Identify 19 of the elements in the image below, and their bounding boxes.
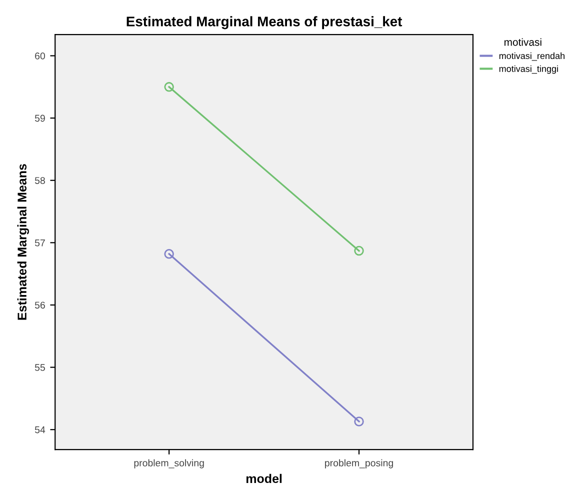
point <box>164 249 174 259</box>
point <box>164 82 174 92</box>
legend-label: motivasi_rendah <box>499 52 564 61</box>
y-tick-label: 54 <box>34 426 46 434</box>
y-tick-label: 59 <box>34 114 45 122</box>
y-tick-label: 56 <box>34 302 45 309</box>
legend-label: motivasi_tinggi <box>499 65 558 74</box>
point <box>354 246 364 256</box>
y-tick-label: 55 <box>34 364 45 371</box>
x-axis-title: model <box>246 474 282 484</box>
legend-title: motivasi <box>504 38 542 46</box>
point <box>354 416 364 426</box>
y-axis-title: Estimated Marginal Means <box>17 164 30 320</box>
y-tick-label: 58 <box>34 177 45 184</box>
y-tick-label: 60 <box>35 52 46 60</box>
y-tick-label: 57 <box>34 240 45 246</box>
chart-title: Estimated Marginal Means of prestasi_ket <box>126 16 402 30</box>
x-tick-label: problem_posing <box>325 459 393 468</box>
x-tick-label: problem_solving <box>134 459 204 468</box>
